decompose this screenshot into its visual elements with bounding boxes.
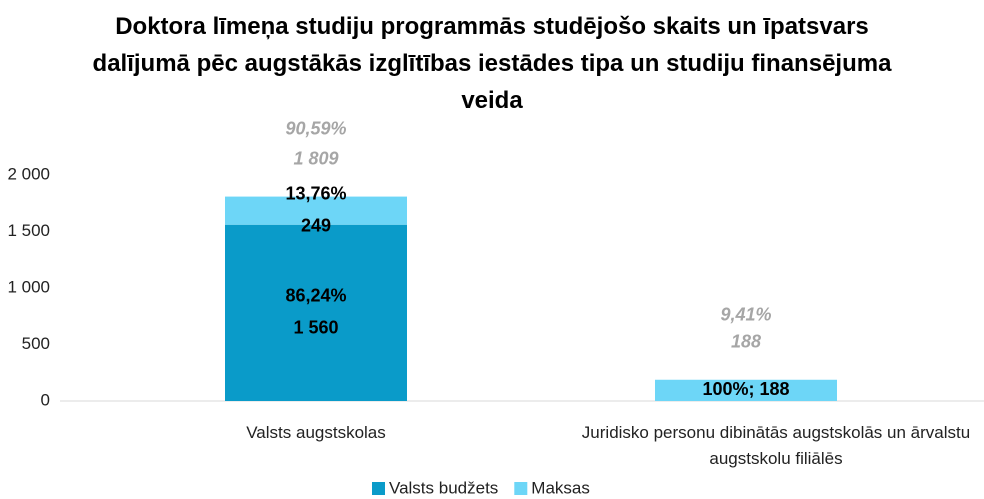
y-tick-label: 1 500 — [7, 221, 50, 240]
bar-segment — [225, 224, 407, 401]
legend-swatch — [514, 482, 528, 495]
value-label: 100%; 188 — [702, 379, 789, 399]
y-tick-label: 1 000 — [7, 277, 50, 296]
total-share-label: 90,59% — [285, 118, 346, 138]
bar-segment — [225, 196, 407, 225]
share-label: 13,76% — [285, 183, 346, 203]
y-tick-label: 2 000 — [7, 164, 50, 183]
share-label: 86,24% — [285, 286, 346, 306]
legend-label: Valsts budžets — [389, 478, 498, 497]
y-tick-label: 500 — [22, 334, 50, 353]
total-label: 188 — [731, 332, 761, 352]
y-tick-label: 0 — [41, 390, 50, 409]
chart-title: Doktora līmeņa studiju programmās studēj… — [92, 13, 892, 114]
value-label: 1 560 — [293, 318, 338, 338]
x-tick-label: Valsts augstskolas — [246, 423, 386, 442]
total-share-label: 9,41% — [720, 305, 771, 325]
value-label: 249 — [301, 215, 331, 235]
legend-swatch — [372, 482, 385, 495]
x-tick-label: Juridisko personu dibinātās augstskolās … — [581, 423, 971, 468]
total-label: 1 809 — [293, 148, 338, 168]
bar-segment — [655, 379, 837, 401]
legend-label: Maksas — [531, 478, 590, 497]
